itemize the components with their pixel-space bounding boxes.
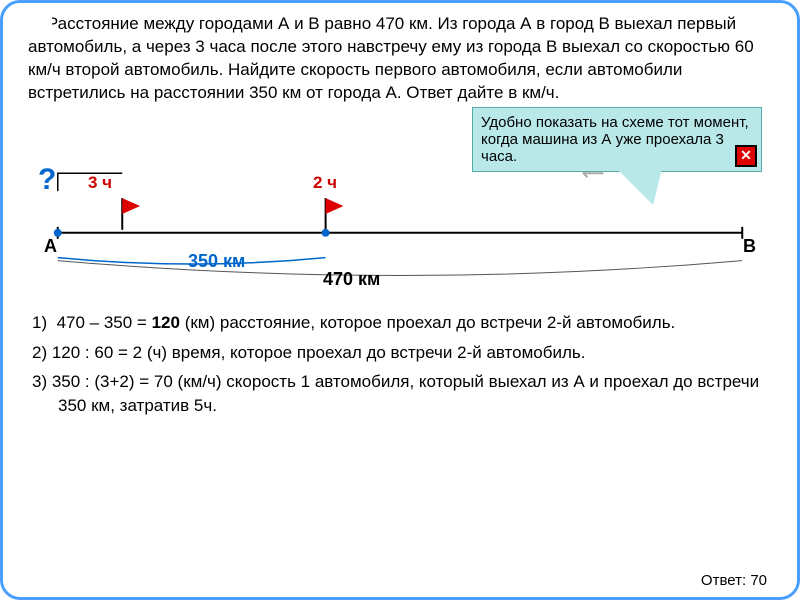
step1-prefix: 1) (32, 313, 47, 332)
diagram-area: Удобно показать на схеме тот момент, ког… (28, 113, 772, 303)
callout-text: Удобно показать на схеме тот момент, ког… (481, 114, 749, 165)
close-icon[interactable]: ✕ (735, 145, 757, 167)
answer-line: Ответ: 70 (701, 572, 767, 589)
label-2h: 2 ч (313, 173, 337, 193)
label-3h: 3 ч (88, 173, 112, 193)
step-1: 1) 470 – 350 = 120 (км) расстояние, кото… (58, 311, 772, 335)
label-city-b: В (743, 236, 756, 257)
answer-label: Ответ: (701, 572, 750, 589)
step-3: 3) 350 : (3+2) = 70 (км/ч) скорость 1 ав… (58, 370, 772, 418)
label-city-a: А (44, 236, 57, 257)
step-2: 2) 120 : 60 = 2 (ч) время, которое проех… (58, 341, 772, 365)
step1-desc: расстояние, которое проехал до встречи 2… (215, 313, 675, 332)
problem-body: Расстояние между городами А и В равно 47… (28, 14, 754, 102)
label-350km: 350 км (188, 251, 245, 272)
solution-block: 1) 470 – 350 = 120 (км) расстояние, кото… (28, 311, 772, 418)
problem-text: 5. Расстояние между городами А и В равно… (28, 13, 772, 105)
label-470km: 470 км (323, 269, 380, 290)
slide-frame: 5. Расстояние между городами А и В равно… (0, 0, 800, 600)
step1-result: 120 (152, 313, 180, 332)
step1-calc: 470 – 350 = (57, 313, 152, 332)
answer-value: 70 (750, 572, 767, 589)
step1-unit: (км) (180, 313, 215, 332)
callout-tail (613, 165, 663, 205)
problem-number: 5. (28, 14, 42, 33)
question-mark: ? (38, 163, 56, 197)
callout-box: Удобно показать на схеме тот момент, ког… (472, 107, 762, 172)
